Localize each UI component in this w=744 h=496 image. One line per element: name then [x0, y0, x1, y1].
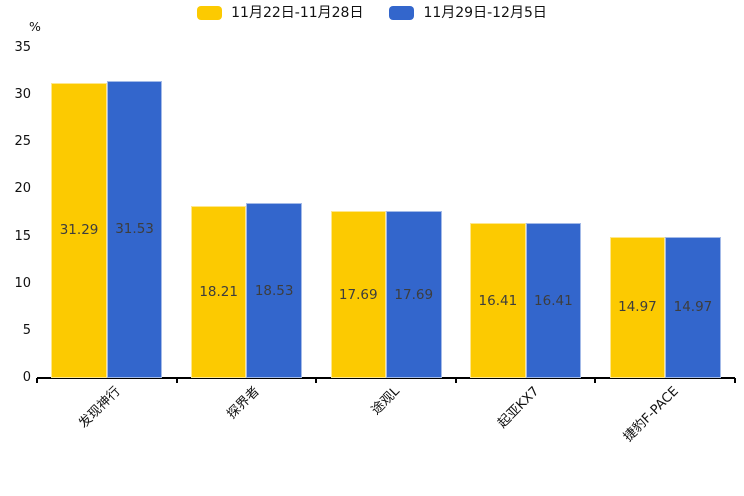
x-axis-tick	[454, 378, 457, 383]
legend-label-week1: 11月22日-11月28日	[231, 5, 364, 21]
bar	[665, 236, 721, 378]
legend-swatch-week2	[389, 6, 415, 20]
bar	[525, 223, 582, 378]
y-axis-tick-label: 5	[22, 322, 31, 338]
x-axis-category-label: 起亚KX7	[495, 384, 543, 432]
x-axis-tick	[734, 378, 736, 383]
bar	[246, 203, 302, 378]
bar-value-label: 17.69	[394, 286, 434, 303]
x-axis-tick	[36, 378, 38, 383]
bar	[106, 80, 163, 378]
bar	[330, 211, 386, 378]
bar	[470, 223, 526, 378]
bar-value-label: 14.97	[618, 299, 657, 316]
chart-legend: 11月22日-11月28日 11月29日-12月5日	[0, 6, 744, 20]
bar-value-label: 17.69	[338, 286, 378, 303]
bar	[51, 82, 107, 378]
y-axis-tick-label: 30	[14, 87, 31, 103]
y-axis-unit-label: %	[29, 19, 41, 34]
y-axis-tick-label: 10	[14, 275, 31, 291]
legend-swatch-week1	[197, 6, 223, 20]
x-axis-line	[37, 377, 735, 379]
x-axis-category-label: 途观L	[368, 384, 403, 419]
bar-value-label: 16.41	[534, 292, 573, 309]
bar	[386, 211, 442, 378]
y-axis-tick-label: 35	[14, 40, 31, 55]
y-axis-tick-label: 15	[14, 228, 31, 244]
bar-value-label: 31.53	[115, 221, 154, 238]
legend-item-week1[interactable]: 11月22日-11月28日	[197, 6, 363, 20]
bar-value-label: 16.41	[478, 292, 518, 309]
bar-value-label: 18.21	[199, 284, 238, 301]
x-axis-tick	[594, 378, 597, 383]
bar	[609, 236, 666, 378]
bar-value-label: 14.97	[673, 299, 713, 316]
x-axis-tick	[175, 378, 178, 383]
legend-label-week2: 11月29日-12月5日	[423, 5, 547, 21]
x-axis-tick	[315, 378, 318, 383]
bar-value-label: 18.53	[254, 282, 294, 299]
legend-item-week2[interactable]: 11月29日-12月5日	[389, 5, 547, 21]
x-axis-category-label: 探界者	[224, 384, 264, 423]
x-axis-category-label: 发现神行	[76, 384, 124, 432]
y-axis-tick-label: 25	[14, 134, 31, 150]
y-axis-tick-label: 0	[22, 370, 31, 385]
bar	[190, 206, 247, 378]
bar-value-label: 31.29	[59, 222, 99, 239]
x-axis-category-label: 捷豹F-PACE	[620, 384, 682, 445]
y-axis-tick-label: 20	[14, 181, 31, 197]
